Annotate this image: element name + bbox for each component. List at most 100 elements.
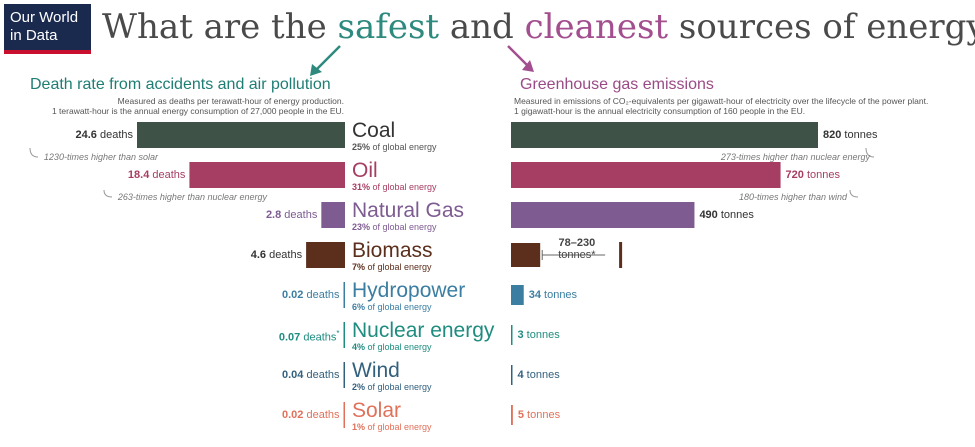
coal-share: 25% of global energy (352, 142, 437, 152)
coal-death-label: 24.6 deaths (75, 129, 133, 141)
biomass-name: Biomass (352, 239, 433, 262)
chart-title: What are the safest and cleanest sources… (102, 4, 975, 50)
right-panel-subtitle-1: Measured in emissions of CO₂-equivalents… (514, 96, 929, 106)
coal-ghg-label: 820 tonnes (823, 129, 878, 141)
title-safest: safest (337, 7, 440, 47)
biomass-ghg-range-end (619, 242, 623, 268)
solar-row-label: Solar 1% of global energy (352, 400, 432, 433)
natural-gas-share: 23% of global energy (352, 222, 437, 232)
oil-death-label: 18.4 deaths (127, 169, 186, 181)
left-panel-subtitle-2: 1 terawatt-hour is the annual energy con… (51, 106, 344, 116)
wind-name: Wind (352, 359, 400, 382)
nuclear-energy-share: 4% of global energy (352, 342, 432, 352)
biomass-ghg-label: 78–230 tonnes* (558, 237, 596, 261)
biomass-share: 7% of global energy (352, 262, 432, 272)
logo-line-1: Our World (10, 9, 79, 26)
coal-ghg-value: 820 (823, 129, 842, 141)
wind-row-label: Wind 2% of global energy (352, 360, 432, 393)
right-panel-subtitle-2: 1 gigawatt-hour is the annual electricit… (514, 106, 806, 116)
oil-death-value: 18.4 (127, 169, 150, 181)
coal-death-bar (137, 122, 345, 148)
oil-name: Oil (352, 159, 378, 182)
natural-gas-ghg-bar (511, 202, 695, 228)
natural-gas-name: Natural Gas (352, 199, 465, 222)
right-panel-title: Greenhouse gas emissions (520, 76, 714, 93)
nuclear-energy-ghg-bar (511, 325, 513, 345)
solar-share: 1% of global energy (352, 422, 432, 432)
oil-ghg-label: 720 tonnes (785, 169, 840, 181)
cleanest-arrow-head-icon (522, 60, 534, 72)
biomass-ghg-bar (511, 243, 541, 267)
hydropower-ghg-value: 34 (528, 289, 541, 301)
safest-arrow-icon (315, 45, 341, 71)
oil-death-annotation-leader (103, 189, 113, 198)
hydropower-death-bar (343, 282, 345, 308)
nuclear-energy-ghg-label: 3 tonnes (517, 329, 560, 341)
wind-ghg-bar (511, 365, 513, 385)
solar-death-bar (343, 402, 345, 428)
nuclear-energy-death-value: 0.07 (278, 331, 301, 344)
oil-ghg-annotation-leader (849, 189, 859, 198)
natural-gas-ghg-label: 490 tonnes (699, 209, 754, 221)
title-part-3: sources of energy? (668, 7, 975, 47)
biomass-death-bar (306, 242, 345, 268)
natural-gas-death-label: 2.8 deaths (265, 209, 318, 221)
wind-share: 2% of global energy (352, 382, 432, 392)
wind-death-label: 0.04 deaths (281, 369, 340, 381)
nuclear-energy-death-label: 0.07 deaths* (278, 329, 340, 344)
logo-line-2: in Data (10, 27, 58, 44)
wind-ghg-label: 4 tonnes (517, 369, 560, 381)
title-part-1: What are the (102, 7, 338, 47)
biomass-death-value: 4.6 (250, 249, 267, 261)
solar-death-label: 0.02 deaths (281, 409, 340, 421)
biomass-ghg-value: 78–230 (558, 237, 596, 249)
title-cleanest: cleanest (524, 7, 669, 47)
nuclear-energy-ghg-value: 3 (517, 329, 524, 341)
hydropower-name: Hydropower (352, 279, 466, 302)
coal-ghg-annotation: 273-times higher than nuclear energy (720, 152, 870, 162)
solar-death-value: 0.02 (281, 409, 304, 421)
oil-ghg-bar (511, 162, 781, 188)
oil-ghg-annotation: 180-times higher than wind (738, 192, 847, 202)
natural-gas-ghg-value: 490 (699, 209, 718, 221)
natural-gas-death-bar (321, 202, 345, 228)
solar-ghg-label: 5 tonnes (517, 409, 561, 421)
hydropower-death-label: 0.02 deaths (281, 289, 340, 301)
solar-ghg-bar (511, 405, 513, 425)
oil-row-label: Oil 31% of global energy (352, 160, 437, 193)
biomass-death-label: 4.6 deaths (250, 249, 303, 261)
oil-share: 31% of global energy (352, 182, 437, 192)
nuclear-energy-name: Nuclear energy (352, 319, 495, 342)
wind-death-bar (343, 362, 345, 388)
hydropower-death-value: 0.02 (281, 289, 304, 301)
hydropower-row-label: Hydropower 6% of global energy (352, 280, 465, 313)
hydropower-ghg-label: 34 tonnes (528, 289, 578, 301)
coal-death-value: 24.6 (75, 129, 97, 141)
title-part-2: and (439, 7, 525, 47)
safest-arrow-head-icon (310, 64, 322, 76)
coal-ghg-annotation-leader (865, 147, 875, 158)
coal-death-annotation-leader (29, 147, 39, 158)
oil-ghg-value: 720 (785, 169, 804, 181)
coal-name: Coal (352, 119, 396, 142)
wind-ghg-value: 4 (517, 369, 524, 381)
oil-death-bar (189, 162, 345, 188)
natural-gas-death-value: 2.8 (265, 209, 282, 221)
owid-logo: Our World in Data (4, 4, 91, 54)
left-panel-subtitle-1: Measured as deaths per terawatt-hour of … (117, 96, 344, 106)
coal-ghg-bar (511, 122, 818, 148)
hydropower-share: 6% of global energy (352, 302, 432, 312)
nuclear-energy-death-bar (343, 322, 345, 348)
cleanest-arrow-icon (507, 45, 529, 67)
nuclear-energy-row-label: Nuclear energy 4% of global energy (352, 320, 494, 353)
hydropower-ghg-bar (511, 285, 524, 305)
oil-death-annotation: 263-times higher than nuclear energy (117, 192, 267, 202)
solar-name: Solar (352, 399, 402, 422)
coal-row-label: Coal 25% of global energy (352, 120, 437, 153)
left-panel-title: Death rate from accidents and air pollut… (30, 76, 331, 93)
wind-death-value: 0.04 (281, 369, 304, 381)
nuclear-energy-footnote-mark: * (336, 329, 340, 338)
natural-gas-row-label: Natural Gas 23% of global energy (352, 200, 464, 233)
